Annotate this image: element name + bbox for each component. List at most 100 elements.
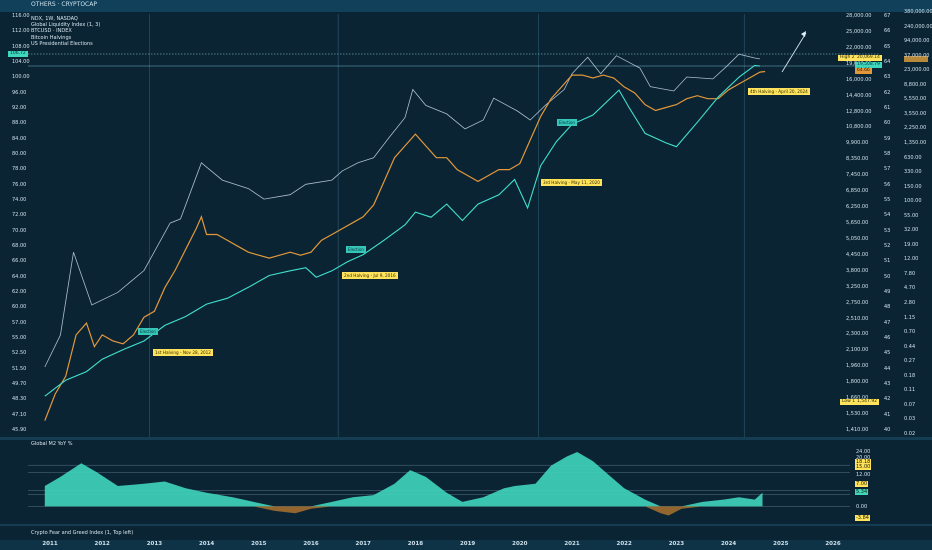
right-axis-2-tick: 52 [884, 243, 891, 249]
right-axis-1-tick: 1,660.00 [846, 395, 868, 401]
left-axis-tick: 74.00 [12, 197, 27, 203]
right-axis-3-tick: 150.00 [904, 183, 922, 190]
legend-item[interactable]: Bitcoin Halvings [31, 34, 72, 41]
election-tag: Election [346, 246, 366, 253]
right-axis-1-tick: 1,410.00 [846, 427, 869, 433]
left-axis-tick: 47.10 [12, 411, 27, 418]
x-tick-label: 2011 [42, 541, 58, 547]
halving-annotation: 2nd Halving - Jul 9, 2016 [342, 272, 398, 279]
left-axis-tick: 66.00 [12, 258, 27, 265]
right-axis-3-tick: 12.00 [904, 256, 919, 263]
left-axis-tick: 70.00 [12, 227, 27, 234]
chart-background [0, 12, 932, 540]
right-axis-2-tick: 56 [884, 181, 891, 188]
right-axis-3-tick: 32.00 [904, 227, 919, 234]
window-title-bar: OTHERS · CRYPTOCAP [0, 0, 932, 12]
right-axis-3-tick: 630.00 [904, 154, 922, 161]
x-tick-label: 2015 [251, 541, 267, 547]
left-axis-tick: 62.00 [12, 289, 27, 295]
left-axis-tick: 84.00 [12, 135, 27, 142]
right-axis-3-tick: 3,550.00 [904, 110, 927, 117]
left-axis-tick: 64.00 [12, 273, 27, 280]
left-axis-tick: 48.30 [12, 396, 27, 403]
window-title: OTHERS · CRYPTOCAP [31, 1, 97, 8]
liquidity-series-line [44, 70, 766, 421]
left-axis-tick: 96.00 [12, 89, 27, 96]
left-axis-tick: 57.00 [12, 319, 27, 326]
x-tick-label: 2014 [198, 541, 215, 547]
right-axis-2-tick: 50 [884, 273, 891, 280]
right-axis-2-tick: 58 [884, 151, 891, 157]
legend-item[interactable]: BTCUSD · INDEX [31, 28, 72, 35]
left-axis-tick: 68.00 [12, 243, 27, 249]
legend-item[interactable]: Global Liquidity Index (1, 3) [31, 22, 101, 29]
right-axis-2-tick: 41 [884, 411, 891, 418]
right-axis-1-tick: 6,850.00 [846, 188, 869, 195]
right-axis-1-tick: 1,800.00 [846, 379, 869, 386]
right-axis-2-tick: 60 [884, 120, 891, 127]
right-axis-2-tick: 67 [884, 13, 891, 19]
left-axis-tick: 49.70 [12, 381, 27, 387]
left-axis-tick: 52.50 [12, 350, 27, 357]
x-tick-label: 2012 [94, 541, 110, 547]
right-axis-3-tick: 1.15 [904, 314, 916, 321]
x-tick-label: 2018 [407, 541, 424, 547]
legend: NDX, 1W, NASDAQ Global Liquidity Index (… [31, 16, 100, 47]
left-current-price-tag: 106.72 [8, 51, 28, 57]
left-axis-tick: 112.00 [12, 28, 30, 35]
forecast-arrow-head [801, 31, 806, 37]
right-axis-3-tick: 330.00 [904, 169, 922, 176]
left-axis-tick: 88.00 [12, 120, 27, 127]
right-axis-3-tick: 380,000.00 [904, 9, 932, 15]
x-tick-label: 2013 [146, 541, 163, 547]
left-axis-tick: 104.00 [12, 59, 30, 65]
x-tick-label: 2022 [616, 541, 632, 547]
btc-series-line [44, 53, 760, 368]
left-axis-tick: 92.00 [12, 105, 27, 111]
legend-item[interactable]: NDX, 1W, NASDAQ [31, 16, 78, 22]
x-tick-label: 2019 [459, 541, 476, 547]
left-axis-tick: 51.50 [12, 365, 27, 372]
right-axis-1-tick: 7,450.00 [846, 172, 869, 179]
right-axis-3-tick: 0.02 [904, 431, 916, 437]
right-axis-3-tick: 0.07 [904, 401, 916, 408]
right-axis-1-tick: 2,300.00 [846, 331, 869, 338]
right-axis-1-tick: 2,750.00 [846, 299, 869, 306]
right-axis-2-tick: 49 [884, 289, 891, 295]
sub-axis-tick: 24.00 [856, 449, 871, 455]
right-axis-1-tick: 1,530.00 [846, 411, 869, 418]
right-axis-2-tick: 48 [884, 304, 891, 311]
left-axis-tick: 45.90 [12, 427, 27, 433]
right-axis-1-tick: 8,350.00 [846, 156, 869, 163]
right-axis-3-tick: 0.03 [904, 416, 916, 423]
sub-axis-tick: 20.00 [856, 455, 871, 461]
high-value-tag: 20,069.14 [855, 55, 882, 61]
pane-divider [0, 524, 932, 526]
halving-annotation: 1st Halving - Nov 28, 2012 [153, 349, 213, 356]
ndx-series-line [44, 64, 760, 397]
right-axis-1-tick: 25,000.00 [846, 28, 872, 35]
right-axis-3-tick: 2,250.00 [904, 125, 927, 132]
right-axis-3-tick: 0.27 [904, 358, 916, 365]
right-axis-3-tick: 23,000.00 [904, 67, 930, 74]
time-axis[interactable] [0, 540, 932, 550]
right-axis-2-tick: 53 [884, 227, 891, 234]
right-axis-3-tick: 94,000.00 [904, 38, 930, 45]
sub-axis-tick: 18.18 [855, 459, 872, 465]
election-tag: Election [138, 328, 158, 335]
left-axis-tick: 108.00 [12, 43, 30, 50]
legend-item[interactable]: US Presidential Elections [31, 40, 93, 47]
sub-axis-tick: 15.00 [855, 464, 872, 470]
right-axis-2-tick: 55 [884, 197, 891, 203]
right-axis-1-tick: 5,650.00 [846, 220, 869, 226]
x-tick-label: 2021 [564, 541, 580, 547]
btc-price-marker [904, 56, 928, 62]
halving-annotation: 3rd Halving - May 11, 2020 [541, 179, 602, 186]
ndx-value-tag: 19,508.79 [855, 62, 882, 68]
right-axis-2-tick: 42 [884, 396, 891, 403]
forecast-arrow [781, 32, 807, 73]
right-axis-2-tick: 63 [884, 74, 891, 81]
right-axis-1-tick: 3,800.00 [846, 267, 869, 274]
x-tick-label: 2020 [512, 541, 528, 547]
right-axis-3-tick: 19.00 [904, 241, 919, 248]
